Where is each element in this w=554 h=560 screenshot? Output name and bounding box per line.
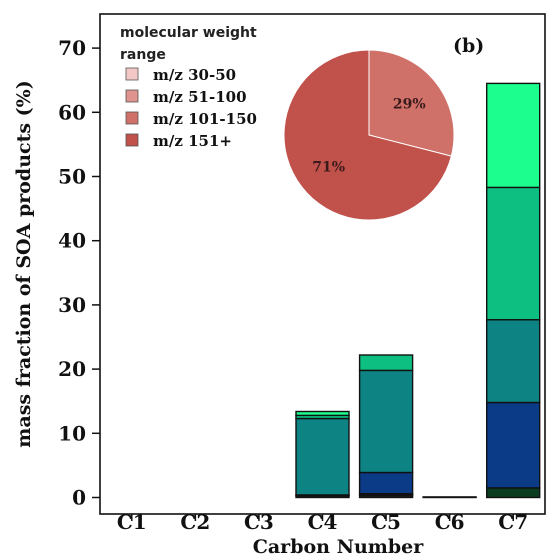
y-tick-label: 50 <box>58 165 86 189</box>
x-tick-label: C4 <box>308 510 338 534</box>
legend-swatch <box>125 67 139 81</box>
legend-title-line-2: range <box>120 47 166 63</box>
legend-label: m/z 30-50 <box>153 66 236 84</box>
bar-segment-C7-s4 <box>486 319 541 404</box>
pie-slice-4 <box>283 49 452 221</box>
x-tick-label: C2 <box>180 510 210 534</box>
x-axis-title: Carbon Number <box>253 536 424 558</box>
legend-swatch <box>125 133 139 147</box>
y-tick-label: 10 <box>58 421 86 445</box>
y-tick-label: 0 <box>72 486 86 510</box>
bar-segment-C5-s4 <box>358 369 414 474</box>
y-axis: 0 10 20 30 40 50 60 70 <box>58 36 100 510</box>
x-tick-label: C7 <box>498 510 528 534</box>
y-axis-title: mass fraction of SOA products (%) <box>13 80 35 447</box>
stacked-bars <box>295 82 541 499</box>
bar-segment-C7-s3 <box>486 401 541 489</box>
legend-swatch <box>125 111 139 125</box>
legend-swatch <box>125 89 139 103</box>
y-tick-label: 20 <box>58 357 86 381</box>
x-axis: C1 C2 C3 C4 C5 C6 C7 <box>117 510 528 534</box>
bar-segment-C6-s1 <box>422 496 477 499</box>
pie-slice-label: 71% <box>312 159 345 175</box>
bar-segment-C7-s5 <box>486 186 541 321</box>
pie-slice-label: 29% <box>393 97 426 113</box>
legend-label: m/z 101-150 <box>153 110 257 128</box>
legend-label: m/z 51-100 <box>153 88 247 106</box>
bar-segment-C7-s2 <box>486 487 541 499</box>
legend-title-line-1: molecular weight <box>120 25 257 41</box>
pie-slice-3 <box>368 49 455 157</box>
bar-segment-C4-s4 <box>295 417 350 496</box>
x-tick-label: C6 <box>435 510 465 534</box>
pie-chart: 29% 71% <box>283 49 455 221</box>
x-tick-label: C1 <box>117 510 147 534</box>
bar-segment-C7-s6 <box>486 82 541 189</box>
x-tick-label: C3 <box>244 510 274 534</box>
pie-legend: molecular weight range m/z 30-50 m/z 51-1… <box>120 25 257 150</box>
bar-segment-C5-s3 <box>358 471 414 495</box>
y-tick-label: 30 <box>58 293 86 317</box>
panel-label: (b) <box>453 35 484 57</box>
bar-segment-C5-s5 <box>358 354 414 372</box>
y-tick-label: 40 <box>58 229 86 253</box>
x-tick-label: C5 <box>371 510 401 534</box>
legend-label: m/z 151+ <box>153 132 232 150</box>
y-tick-label: 60 <box>58 100 86 124</box>
y-tick-label: 70 <box>58 36 86 60</box>
bar-segment-C4-s6 <box>295 410 350 417</box>
